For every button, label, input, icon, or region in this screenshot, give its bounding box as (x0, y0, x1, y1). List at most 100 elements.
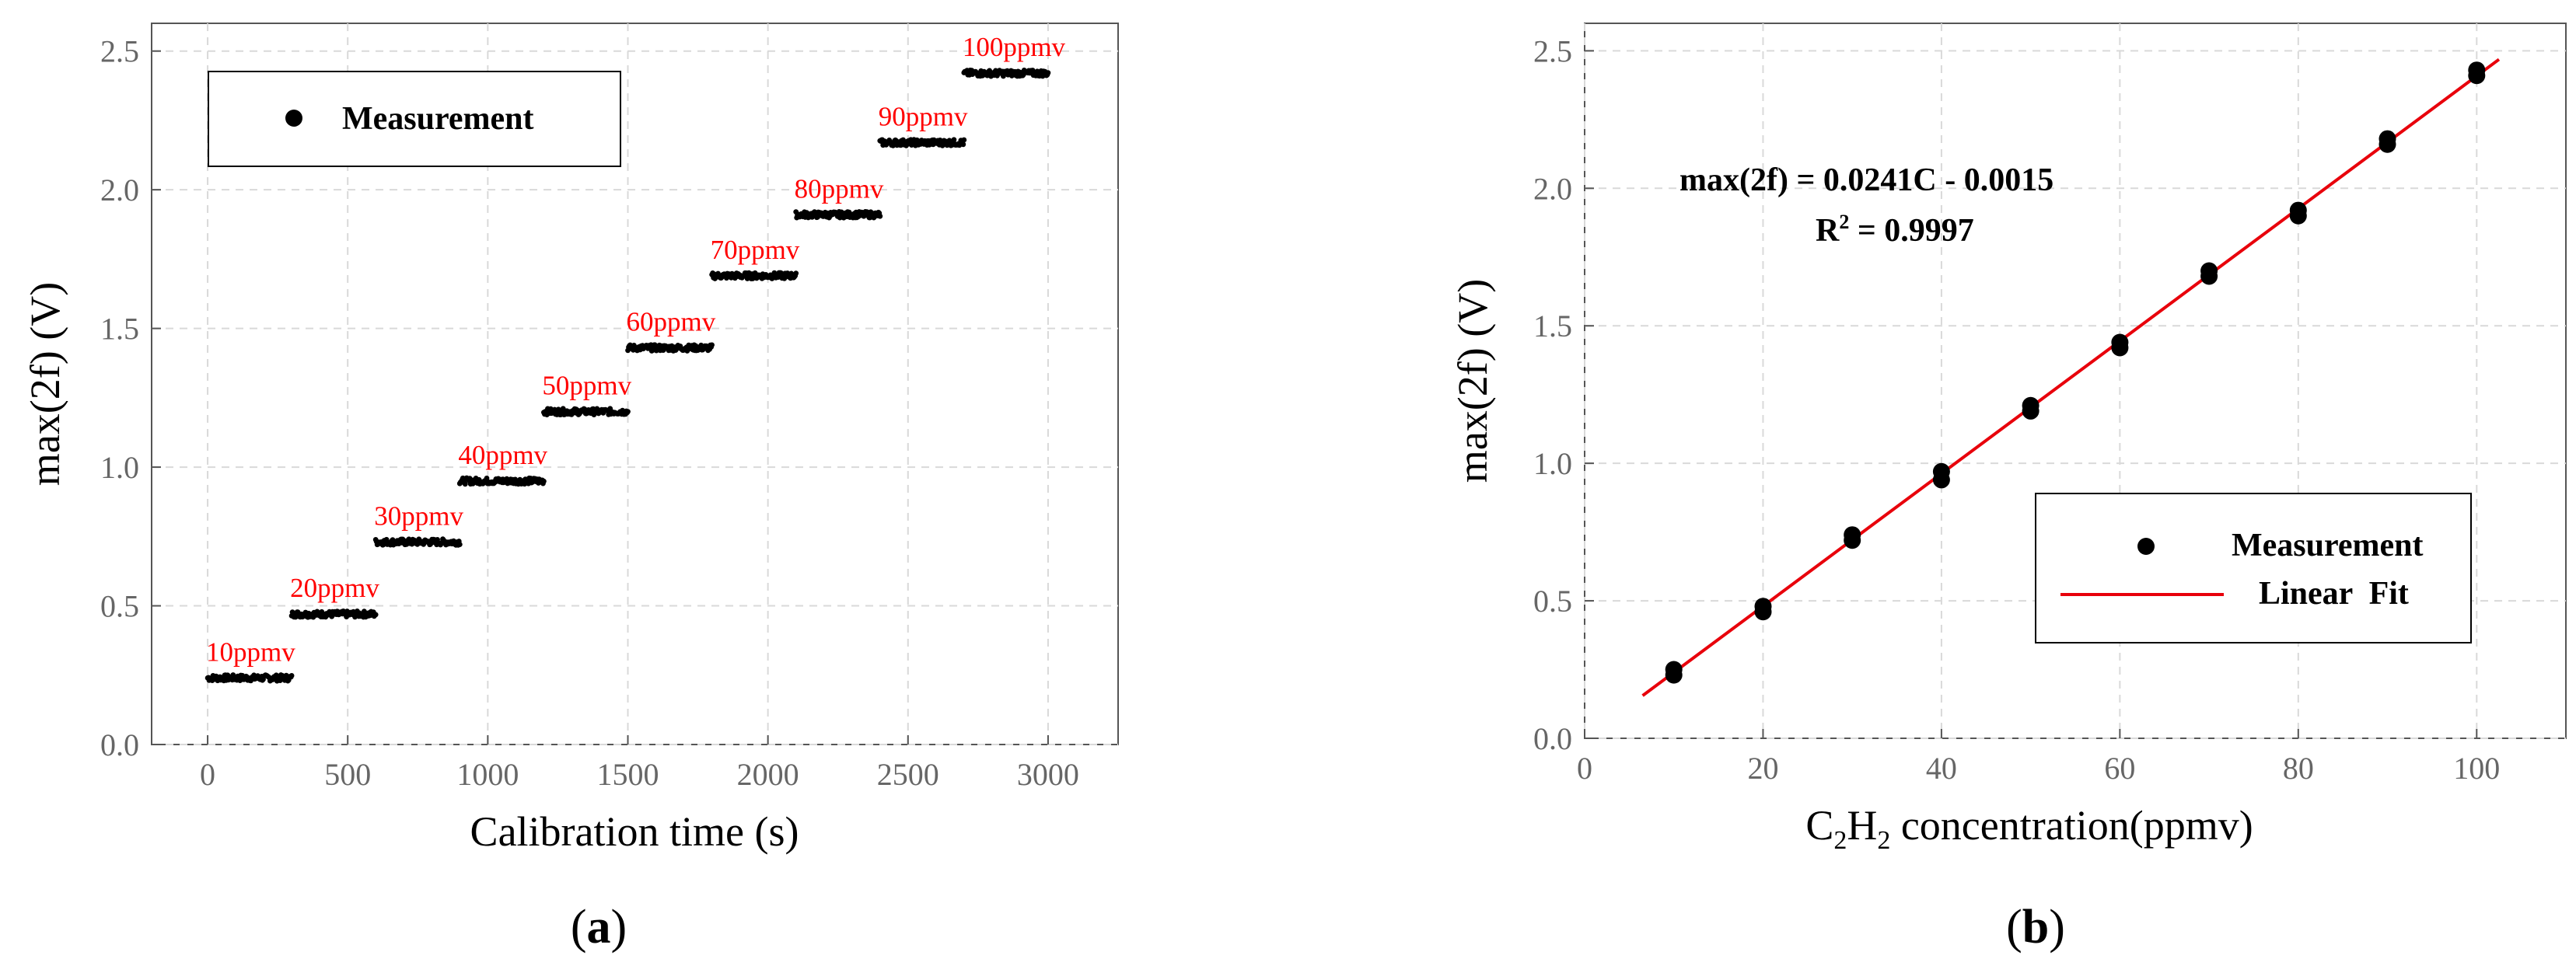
measurement-point-a (462, 481, 468, 487)
y-tick-label-a: 2.0 (100, 173, 139, 207)
fit-equation: max(2f) = 0.0241C - 0.0015 (1679, 162, 2053, 198)
measurement-points-a (204, 68, 1051, 684)
y-tick-label-b: 1.0 (1533, 446, 1572, 481)
measurement-point-a (625, 409, 631, 414)
measurement-point-b (2289, 207, 2307, 225)
stage-label-9: 90ppmv (879, 101, 968, 131)
measurement-point-a (288, 673, 295, 678)
grid-a (152, 23, 1118, 745)
y-tick-label-b: 1.5 (1533, 309, 1572, 344)
measurement-point-b (1665, 666, 1683, 684)
panel-label-b: (b) (2006, 901, 2065, 954)
xlabel-sub-1: 2 (1833, 826, 1847, 855)
measurement-point-a (456, 542, 463, 547)
chart-b: 0 20 40 60 80 100 0.0 0.5 1.0 1.5 2.0 2.5 max(2f) =… (1449, 23, 2567, 954)
measurement-point-b (2200, 267, 2218, 285)
r2-superscript: 2 (1839, 211, 1849, 233)
x-tick-label-a: 2000 (737, 757, 799, 792)
x-axis-label-b: C2H2 concentration(ppmv) (1805, 802, 2253, 855)
legend-box-b (2035, 493, 2472, 643)
x-tick-label-a: 0 (200, 757, 215, 792)
measurement-point-a (709, 342, 715, 348)
measurement-point-a (1045, 70, 1051, 76)
y-tick-label-a: 1.0 (100, 450, 139, 485)
x-tick-label-b: 60 (2104, 751, 2135, 786)
legend-label-linear-fit-b: Linear Fit (2259, 576, 2409, 612)
measurement-point-b (2379, 135, 2396, 153)
legend-a: Measurement (208, 71, 621, 167)
legend-b: Measurement Linear Fit (2035, 493, 2472, 643)
fit-r-squared: R2 = 0.9997 (1816, 211, 1974, 249)
y-tick-label-b: 0.0 (1533, 721, 1572, 756)
measurement-point-a (319, 609, 325, 615)
stage-label-6: 60ppmv (626, 307, 715, 337)
y-tick-label-a: 0.5 (100, 589, 139, 624)
y-axis-label-b: max(2f) (V) (1449, 279, 1496, 483)
r2-prefix: R (1816, 213, 1840, 249)
measurement-point-a (793, 270, 799, 276)
x-axis-label-a: Calibration time (s) (470, 808, 799, 855)
measurement-point-a (961, 137, 967, 143)
legend-label-measurement-a: Measurement (342, 101, 533, 137)
x-tick-label-a: 500 (324, 757, 371, 792)
x-tick-label-b: 80 (2283, 751, 2314, 786)
y-axis-label-a: max(2f) (V) (22, 282, 68, 486)
y-tick-label-b: 2.5 (1533, 33, 1572, 68)
legend-box-a (208, 71, 621, 167)
chart-a: 0 500 1000 1500 2000 2500 3000 0.0 0.5 1.0 1.5 2.0 2… (22, 23, 1119, 954)
panel-label-b-close: ) (2049, 901, 2065, 954)
r2-rest: = 0.9997 (1849, 213, 1973, 249)
y-tick-label-a: 2.5 (100, 34, 139, 69)
y-tick-label-a: 0.0 (100, 727, 139, 762)
measurement-point-b (1844, 532, 1861, 549)
stage-label-8: 80ppmv (795, 173, 884, 204)
panel-label-a-open: ( (571, 901, 587, 954)
ticks-a: 0 500 1000 1500 2000 2500 3000 0.0 0.5 1.0 1.5 2.0 2… (100, 34, 1079, 792)
linear-fit-b (1641, 58, 2501, 697)
measurement-point-a (541, 478, 547, 484)
panel-label-a: (a) (571, 901, 627, 954)
stage-label-1: 10ppmv (206, 636, 295, 667)
ticks-b: 0 20 40 60 80 100 0.0 0.5 1.0 1.5 2.0 2.5 (1533, 33, 2500, 786)
measurement-points-b (1665, 61, 2486, 684)
stage-label-10: 100ppmv (963, 32, 1066, 62)
x-tick-label-b: 40 (1926, 751, 1957, 786)
measurement-point-b (1754, 603, 1772, 621)
stage-label-2: 20ppmv (290, 573, 379, 603)
x-tick-label-b: 100 (2453, 751, 2500, 786)
x-tick-label-a: 2500 (877, 757, 939, 792)
measurement-point-a (877, 213, 883, 219)
measurement-point-b (1932, 471, 1950, 489)
xlabel-rest: concentration(ppmv) (1890, 802, 2253, 849)
stage-labels-a: 10ppmv 20ppmv 30ppmv 40ppmv 50ppmv 60ppmv 70pp… (206, 32, 1066, 667)
y-tick-label-b: 0.5 (1533, 584, 1572, 619)
panel-label-b-letter: b (2022, 901, 2049, 954)
measurement-point-b (2111, 339, 2129, 357)
measurement-point-a (960, 141, 966, 148)
y-tick-label-a: 1.5 (100, 312, 139, 347)
measurement-point-b (2022, 402, 2039, 420)
legend-marker-measurement-b (2137, 538, 2155, 555)
measurement-point-a (372, 612, 379, 618)
x-tick-label-b: 0 (1577, 751, 1592, 786)
panel-label-a-letter: a (587, 901, 611, 954)
stage-label-7: 70ppmv (711, 235, 800, 265)
measurement-point-b (2468, 67, 2486, 85)
x-tick-label-b: 20 (1747, 751, 1778, 786)
legend-marker-measurement-a (285, 110, 302, 127)
panel-label-a-close: ) (611, 901, 627, 954)
measurement-point-a (951, 137, 957, 143)
legend-label-measurement-b: Measurement (2232, 528, 2423, 563)
stage-label-3: 30ppmv (374, 500, 463, 531)
panel-label-b-open: ( (2006, 901, 2022, 954)
xlabel-c: C (1805, 802, 1833, 849)
xlabel-h: H (1847, 802, 1877, 849)
stage-label-5: 50ppmv (542, 371, 631, 401)
y-tick-label-b: 2.0 (1533, 171, 1572, 206)
linear-fit-line (1641, 58, 2501, 697)
stage-label-4: 40ppmv (458, 440, 547, 470)
x-tick-label-a: 3000 (1017, 757, 1079, 792)
x-tick-label-a: 1500 (596, 757, 659, 792)
xlabel-sub-2: 2 (1877, 826, 1890, 855)
